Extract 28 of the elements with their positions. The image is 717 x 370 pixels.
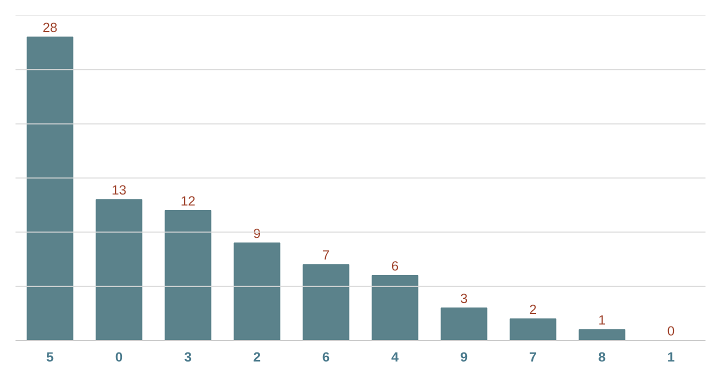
x-tick-label: 0: [115, 350, 123, 364]
bar: [510, 318, 556, 340]
data-label: 6: [391, 258, 399, 274]
x-tick-label: 2: [253, 350, 261, 364]
bar: [26, 36, 74, 340]
data-label: 1: [598, 312, 606, 328]
bar: [96, 199, 142, 340]
bar: [578, 329, 626, 340]
bar: [372, 275, 418, 340]
data-label: 0: [667, 324, 675, 338]
bar: [164, 210, 212, 340]
data-label: 7: [322, 248, 330, 263]
bar: [302, 264, 350, 340]
data-label: 12: [180, 194, 196, 208]
data-label: 2: [529, 302, 537, 317]
x-tick-label: 3: [184, 350, 192, 364]
bar: [440, 308, 488, 340]
x-tick-label: 5: [46, 350, 54, 364]
x-tick-label: 7: [529, 350, 537, 364]
x-tick-label: 6: [322, 350, 330, 364]
x-tick-label: 8: [598, 350, 606, 364]
x-tick-label: 9: [460, 350, 468, 364]
data-label: 28: [42, 20, 58, 36]
bar: [234, 242, 280, 340]
x-tick-label: 4: [391, 350, 400, 364]
x-tick-label: 1: [667, 350, 676, 364]
data-label: 13: [112, 182, 126, 198]
data-label: 3: [460, 291, 468, 306]
